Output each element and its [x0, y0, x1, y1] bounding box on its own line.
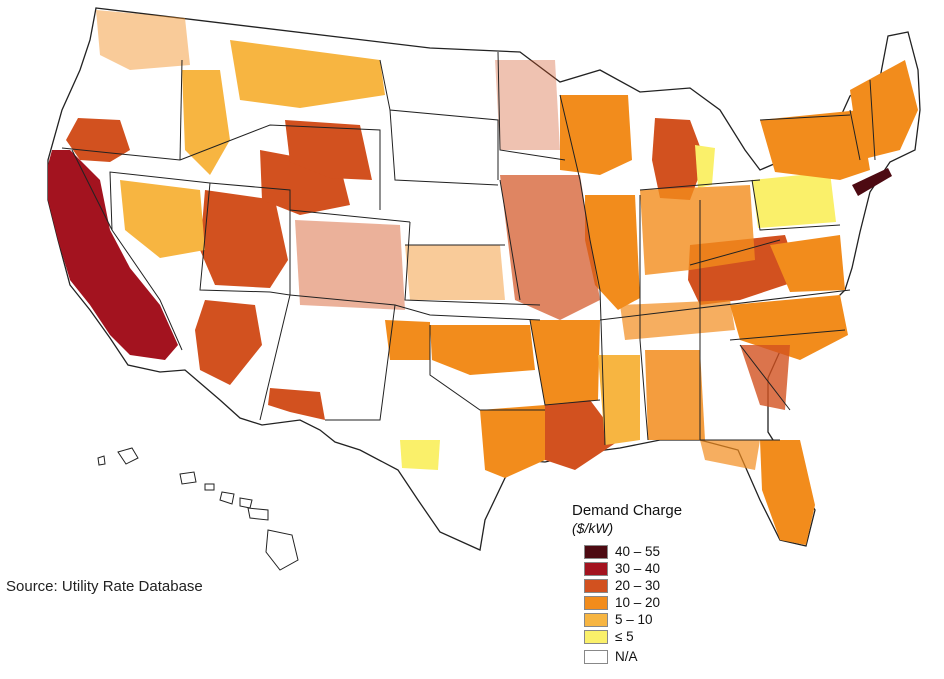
legend-label: 5 – 10	[615, 612, 653, 627]
region-florida	[760, 440, 815, 545]
region-idaho	[182, 70, 230, 175]
legend-title: Demand Charge	[572, 502, 683, 519]
region-michigan	[652, 118, 705, 200]
legend-swatch	[584, 578, 608, 593]
region-virginia	[770, 235, 845, 292]
region-oregon-west	[66, 118, 130, 162]
region-oklahoma	[430, 325, 535, 375]
legend-subtitle: ($/kW)	[572, 520, 614, 536]
map-legend: Demand Charge ($/kW) 40 – 55 30 – 40 20 …	[572, 502, 682, 665]
legend-swatch	[584, 629, 608, 644]
region-new-england	[850, 60, 918, 160]
alaska-outline	[97, 447, 139, 466]
legend-label: N/A	[615, 649, 638, 664]
region-texas-south	[400, 440, 440, 470]
region-nevada-west	[120, 180, 205, 258]
region-louisiana	[545, 400, 620, 470]
region-wyoming	[285, 120, 372, 180]
region-nebraska-kansas	[405, 245, 505, 300]
region-north-carolina	[730, 295, 848, 360]
legend-label: ≤ 5	[615, 629, 634, 644]
region-wisconsin	[560, 95, 632, 175]
region-ohio-indiana	[640, 185, 755, 275]
legend-swatch	[584, 544, 608, 559]
region-florida-panhandle	[700, 440, 760, 470]
legend-swatch	[584, 561, 608, 576]
legend-swatch	[584, 595, 608, 610]
region-arizona-west	[195, 300, 262, 385]
legend-swatch	[584, 612, 608, 627]
legend-item: 10 – 20	[572, 594, 682, 611]
region-mississippi	[598, 355, 640, 445]
hawaii-outline	[179, 471, 299, 571]
region-iowa-missouri	[500, 175, 600, 320]
legend-item: 30 – 40	[572, 560, 682, 577]
region-pennsylvania	[752, 172, 836, 228]
region-texas-east	[480, 405, 545, 478]
legend-swatch	[584, 649, 608, 664]
legend-item: N/A	[572, 648, 682, 665]
legend-label: 30 – 40	[615, 561, 661, 576]
state-boundaries	[61, 51, 876, 446]
region-nevada-east	[200, 190, 288, 288]
legend-label: 10 – 20	[615, 595, 661, 610]
region-minnesota	[495, 60, 560, 150]
source-note: Source: Utility Rate Database	[6, 578, 203, 595]
region-arkansas	[530, 320, 600, 405]
region-washington	[96, 10, 190, 70]
legend-item: 40 – 55	[572, 543, 682, 560]
region-new-york	[760, 110, 870, 180]
region-arizona-south	[268, 388, 325, 420]
legend-label: 40 – 55	[615, 544, 661, 559]
region-nyc-longisland	[852, 168, 892, 196]
legend-item: 20 – 30	[572, 577, 682, 594]
region-new-mexico-east	[385, 320, 430, 360]
region-michigan-thumb	[695, 145, 715, 188]
region-montana	[230, 40, 385, 108]
region-colorado	[295, 220, 405, 310]
region-tennessee	[620, 300, 735, 340]
legend-item: 5 – 10	[572, 611, 682, 628]
legend-item: ≤ 5	[572, 628, 682, 645]
region-alabama	[645, 350, 705, 440]
region-california	[48, 150, 178, 360]
legend-label: 20 – 30	[615, 578, 661, 593]
